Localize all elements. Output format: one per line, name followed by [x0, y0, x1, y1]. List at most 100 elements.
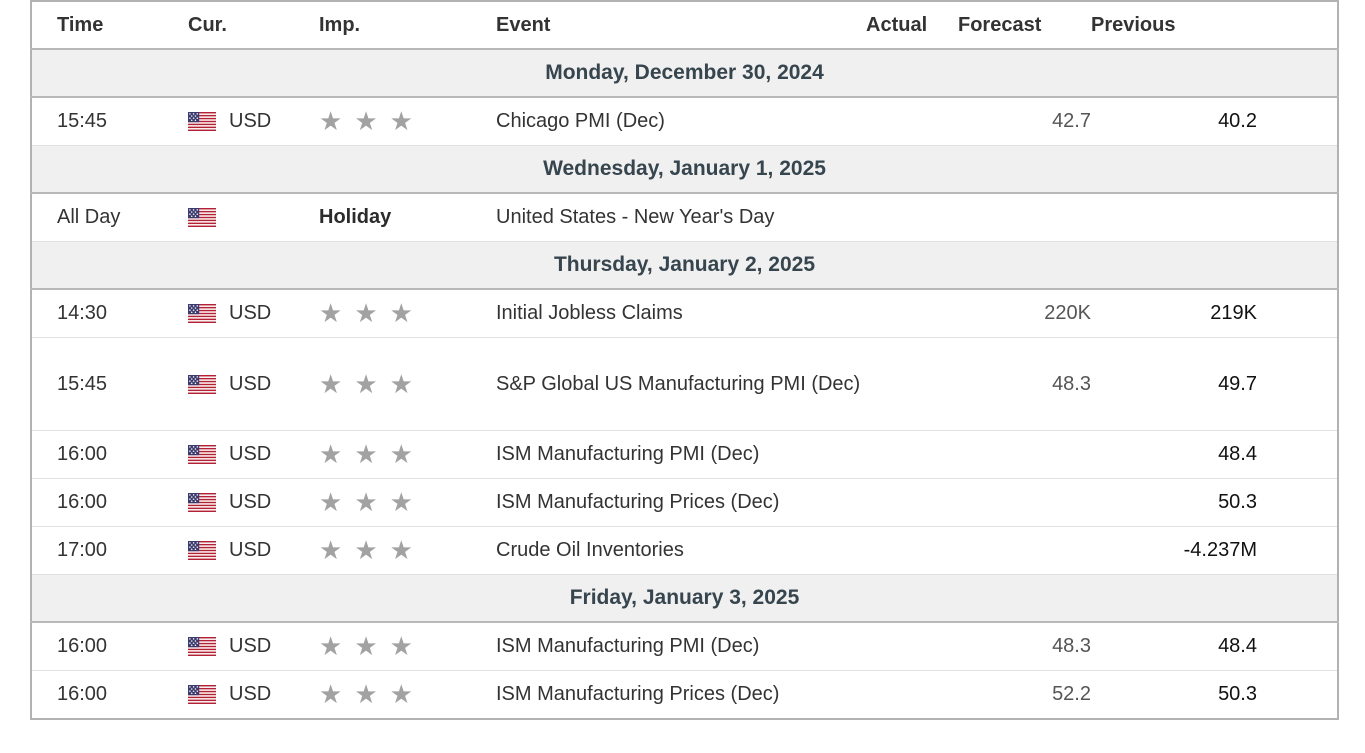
importance-star-icon: ★ [319, 106, 343, 136]
table-header-row: Time Cur. Imp. Event Actual Forecast Pre… [31, 1, 1338, 49]
us-flag-icon [188, 493, 216, 513]
importance-star-icon: ★ [389, 106, 413, 136]
currency-cell: USD [166, 622, 301, 671]
importance-cell: ★ ★ ★ [301, 479, 481, 527]
importance-star-icon: ★ [319, 487, 343, 517]
actual-value [866, 431, 958, 479]
importance-star-icon: ★ [389, 439, 413, 469]
previous-value: 48.4 [1218, 443, 1257, 465]
importance-star-icon: ★ [354, 298, 378, 328]
importance-star-icon: ★ [354, 106, 378, 136]
event-row[interactable]: 17:00 USD ★ ★ ★ Crude Oil Inventories -4.2… [31, 526, 1338, 575]
actual-value [866, 193, 958, 242]
currency-label: USD [229, 491, 272, 514]
importance-star-icon: ★ [319, 679, 343, 709]
currency-label: USD [229, 635, 272, 658]
importance-star-icon: ★ [319, 535, 343, 565]
event-name[interactable]: Chicago PMI (Dec) [496, 110, 665, 132]
actual-value [866, 671, 958, 720]
previous-value: 49.7 [1218, 372, 1257, 395]
event-time: 16:00 [57, 443, 108, 465]
event-row[interactable]: 16:00 USD ★ ★ ★ ISM Manufacturing PMI (Dec… [31, 430, 1338, 479]
holiday-row[interactable]: All Day Holiday United States - New Year… [31, 193, 1338, 242]
previous-value: 40.2 [1218, 110, 1257, 132]
currency-cell: USD [166, 671, 301, 720]
forecast-value [958, 431, 1091, 479]
us-flag-icon [188, 445, 216, 465]
column-header-actual: Actual [866, 13, 928, 36]
date-label: Thursday, January 2, 2025 [553, 253, 816, 276]
importance-star-icon: ★ [319, 298, 343, 328]
us-flag-icon [188, 685, 216, 705]
column-header-time: Time [57, 13, 104, 36]
event-row[interactable]: 15:45 USD ★ ★ ★ S&P Global US Manufacturin… [31, 337, 1338, 431]
us-flag-icon [188, 637, 216, 657]
event-time: 14:30 [57, 302, 108, 324]
event-name[interactable]: Crude Oil Inventories [496, 539, 684, 561]
date-label: Wednesday, January 1, 2025 [543, 157, 826, 180]
event-name[interactable]: ISM Manufacturing PMI (Dec) [496, 635, 760, 657]
previous-value: 50.3 [1218, 683, 1257, 705]
forecast-value: 52.2 [1052, 683, 1091, 705]
actual-value [866, 338, 958, 431]
currency-label: USD [229, 539, 272, 562]
event-name[interactable]: ISM Manufacturing PMI (Dec) [496, 443, 760, 465]
forecast-value [958, 193, 1091, 242]
event-name[interactable]: ISM Manufacturing Prices (Dec) [496, 683, 780, 705]
importance-cell: ★ ★ ★ [301, 338, 481, 431]
column-header-previous: Previous [1091, 13, 1176, 36]
us-flag-icon [188, 374, 216, 394]
forecast-value: 42.7 [1052, 110, 1091, 132]
previous-value: 219K [1210, 302, 1257, 324]
date-row: Friday, January 3, 2025 [31, 574, 1338, 622]
importance-star-icon: ★ [354, 368, 378, 399]
currency-label: USD [229, 683, 272, 706]
date-row: Thursday, January 2, 2025 [31, 241, 1338, 289]
us-flag-icon [188, 541, 216, 561]
actual-value [866, 289, 958, 338]
previous-value: 50.3 [1218, 491, 1257, 513]
event-name[interactable]: ISM Manufacturing Prices (Dec) [496, 491, 780, 513]
forecast-value: 220K [1044, 302, 1091, 324]
event-time: 17:00 [57, 539, 108, 561]
previous-value: 48.4 [1218, 635, 1257, 657]
importance-star-icon: ★ [354, 439, 378, 469]
currency-cell: USD [166, 289, 301, 338]
importance-star-icon: ★ [389, 679, 413, 709]
column-header-currency: Cur. [188, 13, 227, 36]
event-row[interactable]: 16:00 USD ★ ★ ★ ISM Manufacturing Prices (… [31, 670, 1338, 720]
event-time: 15:45 [57, 110, 108, 132]
currency-label: USD [229, 443, 272, 466]
previous-value: -4.237M [1183, 539, 1257, 561]
importance-star-icon: ★ [389, 631, 413, 661]
importance-cell: ★ ★ ★ [301, 527, 481, 575]
date-label: Friday, January 3, 2025 [569, 586, 800, 609]
event-row[interactable]: 16:00 USD ★ ★ ★ ISM Manufacturing Prices (… [31, 478, 1338, 527]
forecast-value [958, 479, 1091, 527]
importance-cell: ★ ★ ★ [301, 431, 481, 479]
event-name[interactable]: United States - New Year's Day [496, 206, 775, 228]
event-time: All Day [57, 206, 121, 228]
currency-label: USD [229, 110, 272, 133]
previous-value [1091, 193, 1338, 242]
event-name[interactable]: Initial Jobless Claims [496, 302, 683, 324]
column-header-importance: Imp. [319, 13, 361, 36]
event-row[interactable]: 16:00 USD ★ ★ ★ ISM Manufacturing PMI (Dec… [31, 622, 1338, 671]
date-row: Monday, December 30, 2024 [31, 49, 1338, 97]
importance-cell: ★ ★ ★ [301, 97, 481, 146]
importance-star-icon: ★ [319, 368, 343, 399]
event-row[interactable]: 15:45 USD ★ ★ ★ Chicago PMI (Dec) 42.7 40.… [31, 97, 1338, 146]
forecast-value: 48.3 [1052, 372, 1091, 395]
importance-star-icon: ★ [319, 439, 343, 469]
holiday-label: Holiday [319, 206, 392, 228]
currency-cell: USD [166, 431, 301, 479]
event-name[interactable]: S&P Global US Manufacturing PMI (Dec) [496, 372, 861, 395]
importance-star-icon: ★ [319, 631, 343, 661]
event-row[interactable]: 14:30 USD ★ ★ ★ Initial Jobless Claims 220… [31, 289, 1338, 338]
economic-calendar-table: Time Cur. Imp. Event Actual Forecast Pre… [30, 0, 1339, 720]
actual-value [866, 527, 958, 575]
currency-label: USD [229, 372, 272, 395]
actual-value [866, 97, 958, 146]
importance-star-icon: ★ [354, 535, 378, 565]
event-time: 15:45 [57, 372, 108, 395]
